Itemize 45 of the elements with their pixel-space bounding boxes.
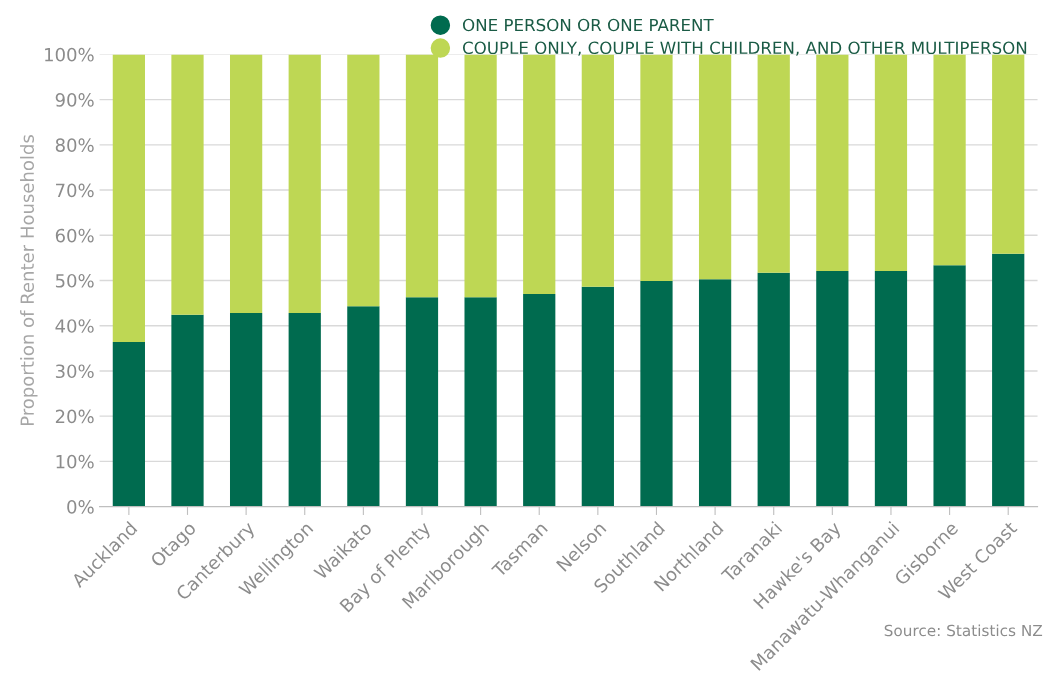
bar: [347, 54, 380, 307]
y-tick-label: 80%: [55, 138, 94, 152]
bar: [874, 271, 908, 507]
bar: [757, 272, 790, 507]
bar: [523, 54, 556, 295]
bar: [816, 54, 849, 271]
bar: [112, 342, 145, 507]
bar: [405, 297, 439, 507]
bar: [757, 54, 790, 273]
bar: [992, 253, 1025, 507]
y-tick-label: 100%: [45, 47, 94, 62]
bar: [523, 294, 556, 507]
bar: [640, 280, 673, 507]
bar: [464, 297, 497, 507]
y-axis-title: Proportion of Renter Households: [20, 135, 38, 426]
y-tick-label: 50%: [55, 273, 94, 288]
bar: [171, 314, 204, 507]
legend-label: COUPLE ONLY, COUPLE WITH CHILDREN, AND OTHER MULTIPERSON: [462, 41, 1027, 56]
bar: [581, 54, 614, 287]
bar: [698, 279, 732, 507]
y-tick-label: 90%: [55, 93, 94, 107]
bar: [230, 54, 263, 314]
y-tick-label: 70%: [56, 183, 94, 198]
legend-label: ONE PERSON OR ONE PARENT: [462, 18, 714, 32]
bar: [464, 54, 497, 298]
bar: [288, 54, 321, 314]
bar: [112, 54, 145, 342]
bar: [230, 313, 263, 507]
bar: [933, 54, 966, 266]
bar: [992, 54, 1025, 254]
bar: [640, 54, 673, 281]
y-tick-label: 0%: [67, 500, 94, 514]
bar: [874, 54, 908, 271]
bar: [816, 271, 849, 507]
bar: [347, 306, 380, 507]
y-tick-label: 20%: [55, 409, 94, 424]
bar: [288, 313, 321, 507]
bar: [698, 54, 732, 280]
y-tick-label: 30%: [55, 364, 94, 379]
bar: [933, 265, 966, 507]
y-tick-label: 60%: [55, 228, 94, 243]
bar: [581, 286, 614, 507]
y-tick-label: 40%: [55, 319, 94, 333]
y-tick-label: 10%: [56, 454, 94, 469]
bar: [171, 54, 204, 315]
